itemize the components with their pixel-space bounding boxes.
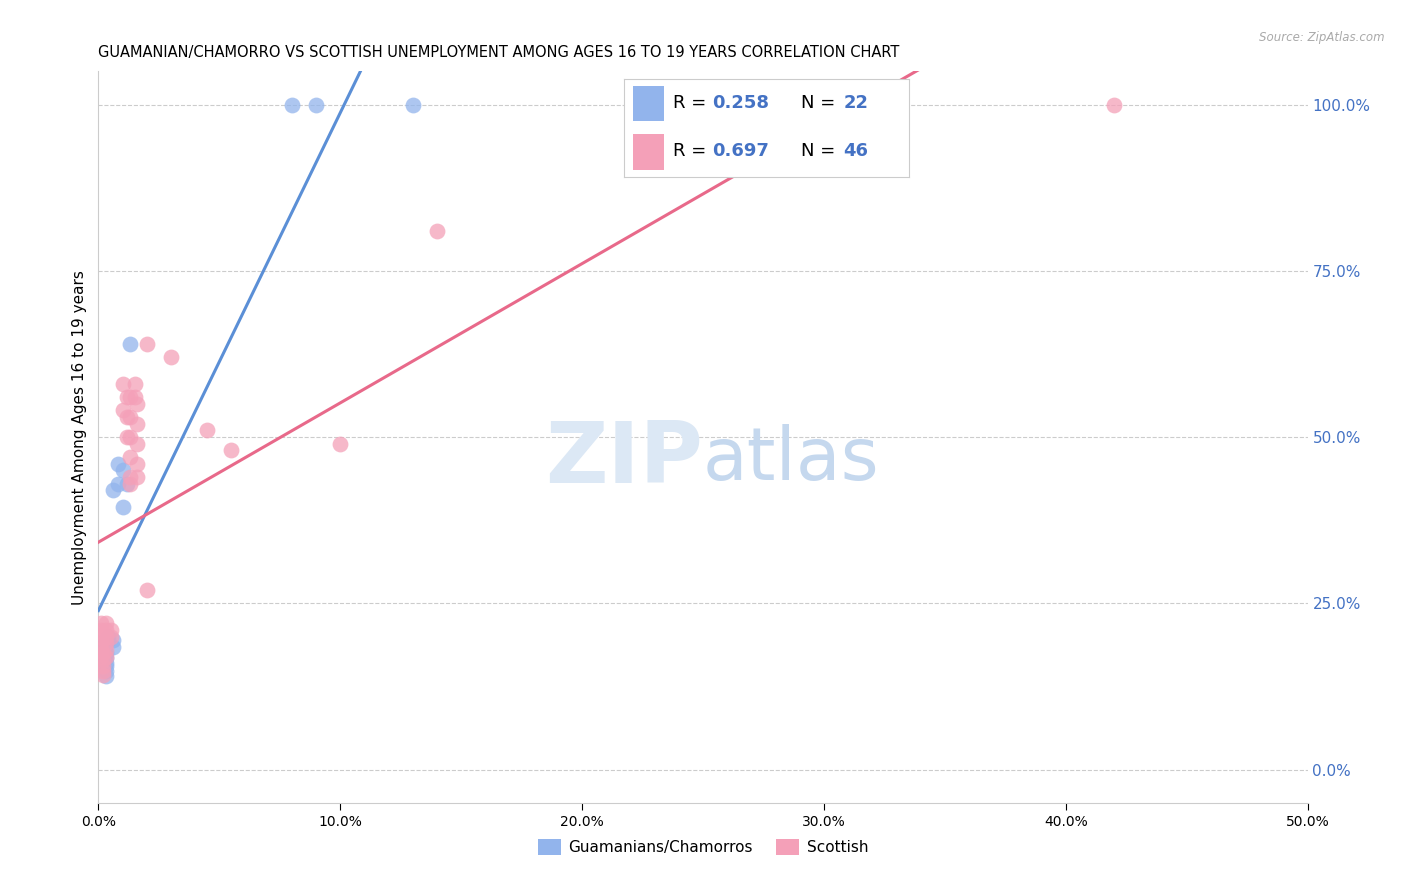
Point <box>127 436 149 450</box>
Point <box>117 476 139 491</box>
Text: ZIP: ZIP <box>546 417 703 500</box>
Point <box>91 659 114 673</box>
Point <box>90 649 112 664</box>
Point <box>135 337 157 351</box>
Point <box>94 659 117 673</box>
Point <box>91 646 114 660</box>
Point <box>94 656 117 670</box>
Point <box>127 470 149 484</box>
Point <box>107 457 129 471</box>
Point <box>135 582 157 597</box>
Point <box>100 630 122 644</box>
Point <box>94 630 117 644</box>
Point <box>107 476 129 491</box>
Point <box>117 410 139 425</box>
Point <box>692 97 714 112</box>
Point <box>127 397 149 411</box>
Point <box>117 430 139 444</box>
Point <box>127 457 149 471</box>
Y-axis label: Unemployment Among Ages 16 to 19 years: Unemployment Among Ages 16 to 19 years <box>72 269 87 605</box>
Point <box>90 646 112 660</box>
Point <box>426 224 449 238</box>
Point <box>118 410 141 425</box>
Point <box>94 643 117 657</box>
Point <box>118 430 141 444</box>
Point <box>91 668 114 682</box>
Point <box>127 417 149 431</box>
Point <box>281 97 304 112</box>
Point <box>160 351 183 365</box>
Point <box>118 470 141 484</box>
Text: Source: ZipAtlas.com: Source: ZipAtlas.com <box>1260 31 1385 45</box>
Point <box>94 623 117 637</box>
Point <box>117 390 139 404</box>
Point <box>90 643 112 657</box>
Point <box>111 376 134 391</box>
Point <box>118 450 141 464</box>
Point <box>402 97 425 112</box>
Point <box>118 476 141 491</box>
Point <box>101 483 124 498</box>
Point <box>91 653 114 667</box>
Point <box>90 640 112 654</box>
Point <box>124 390 146 404</box>
Point <box>94 669 117 683</box>
Point <box>101 632 124 647</box>
Point <box>94 636 117 650</box>
Point <box>124 376 146 391</box>
Point <box>90 636 112 650</box>
Text: atlas: atlas <box>703 424 880 494</box>
Point <box>100 623 122 637</box>
Text: GUAMANIAN/CHAMORRO VS SCOTTISH UNEMPLOYMENT AMONG AGES 16 TO 19 YEARS CORRELATIO: GUAMANIAN/CHAMORRO VS SCOTTISH UNEMPLOYM… <box>98 45 900 61</box>
Point <box>90 630 112 644</box>
Point <box>118 390 141 404</box>
Point <box>90 623 112 637</box>
Point <box>94 650 117 665</box>
Legend: Guamanians/Chamorros, Scottish: Guamanians/Chamorros, Scottish <box>531 833 875 861</box>
Point <box>91 664 114 678</box>
Point <box>221 443 243 458</box>
Point <box>94 649 117 664</box>
Point <box>1102 97 1125 112</box>
Point <box>94 616 117 631</box>
Point <box>111 500 134 514</box>
Point <box>305 97 328 112</box>
Point <box>111 463 134 477</box>
Point <box>101 640 124 654</box>
Point <box>111 403 134 417</box>
Point <box>94 664 117 678</box>
Point <box>94 646 117 660</box>
Point <box>118 337 141 351</box>
Point <box>90 616 112 631</box>
Point <box>97 630 120 644</box>
Point <box>195 424 218 438</box>
Point <box>329 436 352 450</box>
Point <box>97 632 120 647</box>
